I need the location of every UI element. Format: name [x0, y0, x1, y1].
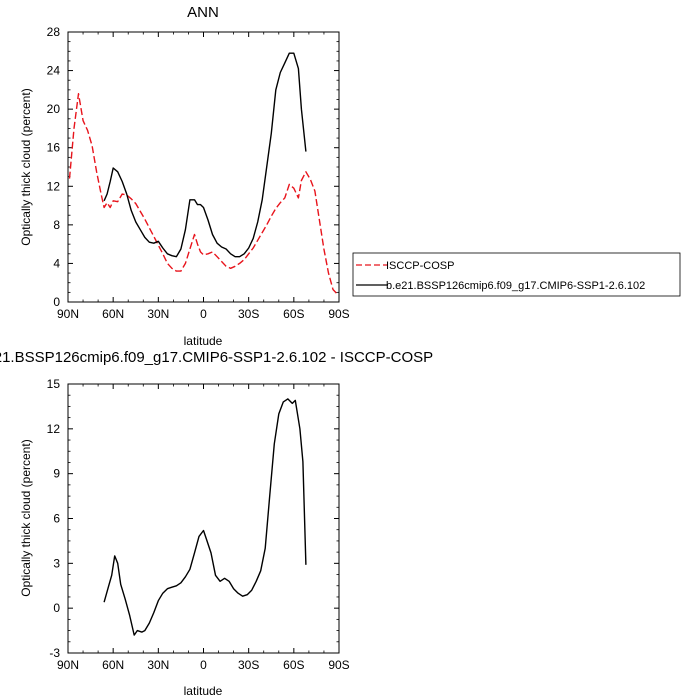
top-chart-y-tick-label: 8	[53, 218, 60, 232]
bottom-chart-y-tick-label: 15	[47, 377, 61, 391]
bottom-chart-y-tick-label: 6	[53, 512, 60, 526]
top-chart-y-tick-label: 12	[47, 179, 61, 193]
top-chart-x-tick-label: 30N	[147, 307, 169, 321]
bottom-chart-y-axis-label: Optically thick cloud (percent)	[19, 439, 33, 596]
top-chart-series-line-1	[103, 52, 307, 258]
bottom-chart-panel: b.e21.BSSP126cmip6.f09_g17.CMIP6-SSP1-2.…	[0, 349, 433, 698]
bottom-chart-plot-frame	[67, 383, 340, 654]
top-chart-x-tick-label: 60N	[102, 307, 124, 321]
bottom-chart-y-tick-label: 0	[53, 601, 60, 615]
legend-label-isccp-cosp: ISCCP-COSP	[386, 260, 454, 272]
top-chart-series	[68, 52, 339, 295]
bottom-chart-y-tick-label: 3	[53, 556, 60, 570]
top-chart-x-tick-label: 90N	[57, 307, 79, 321]
bottom-chart-x-tick-label: 60N	[102, 658, 124, 672]
legend-box	[352, 252, 681, 297]
bottom-chart-ticks: 90N 60N 30N 0 30S 60S 90S -3 0 3 6 9 12 15	[47, 377, 350, 672]
bottom-chart-y-tick-label: 12	[47, 422, 61, 436]
top-chart-y-tick-label: 24	[47, 64, 61, 78]
bottom-chart-x-tick-label: 30N	[147, 658, 169, 672]
chart-legend: ISCCP-COSP b.e21.BSSP126cmip6.f09_g17.CM…	[352, 252, 681, 297]
top-chart-y-tick-label: 20	[47, 102, 61, 116]
bottom-chart-x-axis-label: latitude	[184, 684, 223, 698]
bottom-chart-y-tick-label: -3	[49, 646, 60, 660]
top-chart-series-line-0	[68, 93, 339, 295]
bottom-chart-x-tick-label: 90S	[328, 658, 349, 672]
top-chart-ticks: 90N 60N 30N 0 30S 60S 90S 0 4 8 12 16 20 24 28	[47, 25, 350, 321]
bottom-chart-x-tick-label: 90N	[57, 658, 79, 672]
top-chart-x-tick-label: 0	[200, 307, 207, 321]
bottom-chart-title: b.e21.BSSP126cmip6.f09_g17.CMIP6-SSP1-2.…	[0, 349, 433, 366]
legend-label-model: b.e21.BSSP126cmip6.f09_g17.CMIP6-SSP1-2.…	[386, 280, 645, 292]
top-chart-x-tick-label: 60S	[283, 307, 304, 321]
top-chart-y-axis-label: Optically thick cloud (percent)	[19, 88, 33, 245]
bottom-chart-series	[103, 398, 307, 636]
bottom-chart-x-tick-label: 60S	[283, 658, 304, 672]
top-chart-y-tick-label: 4	[53, 256, 60, 270]
top-chart-x-tick-label: 90S	[328, 307, 349, 321]
top-chart-y-tick-label: 16	[47, 141, 61, 155]
top-chart-title: ANN	[187, 4, 219, 21]
top-chart-y-tick-label: 28	[47, 25, 61, 39]
bottom-chart-series-line-0	[103, 398, 307, 636]
top-chart-x-axis-label: latitude	[184, 334, 223, 348]
top-chart-panel: ANN 90N 60N 30N 0 30S 60S 90S 0 4 8 12 16 20 24 28 lat…	[19, 4, 350, 348]
top-chart-x-tick-label: 30S	[238, 307, 259, 321]
bottom-chart-y-tick-label: 9	[53, 467, 60, 481]
bottom-chart-x-tick-label: 30S	[238, 658, 259, 672]
bottom-chart-x-tick-label: 0	[200, 658, 207, 672]
top-chart-y-tick-label: 0	[53, 295, 60, 309]
